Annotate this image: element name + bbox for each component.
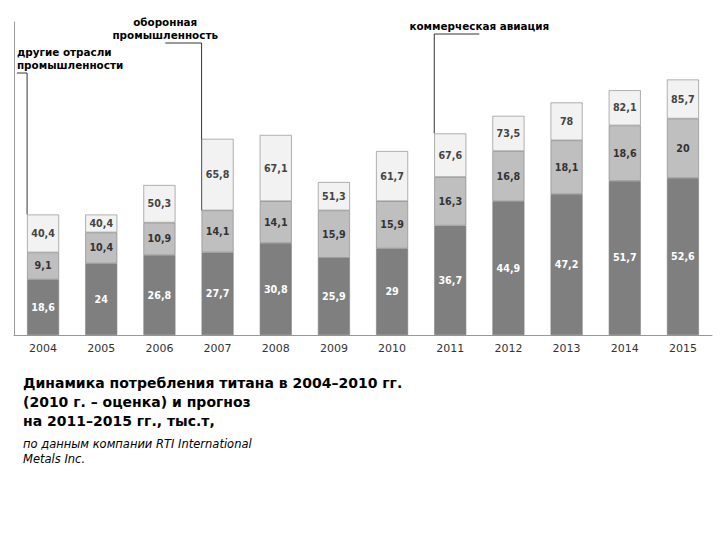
- svg-text:по данным компании RTI Interna: по данным компании RTI International: [23, 437, 252, 451]
- svg-text:2011: 2011: [436, 342, 464, 355]
- svg-text:2008: 2008: [262, 342, 290, 355]
- svg-text:9,1: 9,1: [35, 260, 52, 271]
- svg-text:2015: 2015: [669, 342, 697, 355]
- svg-text:36,7: 36,7: [438, 275, 462, 286]
- svg-text:16,3: 16,3: [438, 196, 462, 207]
- svg-text:67,1: 67,1: [264, 163, 288, 174]
- svg-text:Metals Inc.: Metals Inc.: [23, 452, 85, 466]
- svg-text:10,9: 10,9: [148, 233, 172, 244]
- svg-text:27,7: 27,7: [206, 288, 230, 299]
- svg-text:оборонная: оборонная: [133, 16, 197, 28]
- svg-text:промышленности: промышленности: [17, 59, 123, 71]
- svg-text:82,1: 82,1: [613, 102, 637, 113]
- svg-text:(2010 г. – оценка) и прогноз: (2010 г. – оценка) и прогноз: [23, 394, 251, 410]
- svg-text:18,1: 18,1: [555, 162, 579, 173]
- svg-text:16,8: 16,8: [497, 171, 521, 182]
- svg-text:10,4: 10,4: [89, 242, 113, 253]
- svg-text:2009: 2009: [320, 342, 348, 355]
- svg-text:40,4: 40,4: [31, 228, 55, 239]
- svg-text:52,6: 52,6: [671, 251, 695, 262]
- svg-text:20: 20: [676, 143, 690, 154]
- svg-text:промышленность: промышленность: [112, 29, 218, 41]
- svg-text:50,3: 50,3: [148, 198, 172, 209]
- svg-text:67,6: 67,6: [438, 150, 462, 161]
- svg-text:65,8: 65,8: [206, 169, 230, 180]
- svg-text:51,7: 51,7: [613, 252, 637, 263]
- svg-text:18,6: 18,6: [613, 148, 637, 159]
- svg-text:51,3: 51,3: [322, 191, 346, 202]
- svg-text:40,4: 40,4: [89, 218, 113, 229]
- svg-text:2005: 2005: [87, 342, 115, 355]
- svg-text:29: 29: [385, 286, 399, 297]
- svg-text:14,1: 14,1: [206, 226, 230, 237]
- svg-text:другие отрасли: другие отрасли: [17, 46, 112, 58]
- svg-text:47,2: 47,2: [555, 259, 579, 270]
- svg-text:на 2011–2015 гг., тыс.т,: на 2011–2015 гг., тыс.т,: [23, 413, 215, 429]
- svg-text:24: 24: [95, 294, 109, 305]
- svg-text:85,7: 85,7: [671, 94, 695, 105]
- svg-text:73,5: 73,5: [497, 128, 521, 139]
- svg-text:26,8: 26,8: [148, 290, 172, 301]
- svg-text:14,1: 14,1: [264, 217, 288, 228]
- svg-text:44,9: 44,9: [497, 263, 521, 274]
- svg-text:коммерческая авиация: коммерческая авиация: [409, 20, 549, 32]
- svg-text:30,8: 30,8: [264, 284, 288, 295]
- svg-text:15,9: 15,9: [380, 219, 404, 230]
- svg-text:2004: 2004: [29, 342, 57, 355]
- svg-text:25,9: 25,9: [322, 291, 346, 302]
- svg-text:2013: 2013: [553, 342, 581, 355]
- svg-text:15,9: 15,9: [322, 229, 346, 240]
- svg-text:2006: 2006: [145, 342, 173, 355]
- svg-text:78: 78: [560, 116, 574, 127]
- svg-text:18,6: 18,6: [31, 302, 55, 313]
- svg-text:2010: 2010: [378, 342, 406, 355]
- svg-text:2007: 2007: [204, 342, 232, 355]
- svg-text:61,7: 61,7: [380, 171, 404, 182]
- svg-text:2012: 2012: [494, 342, 522, 355]
- svg-text:Динамика потребления титана в: Динамика потребления титана в 2004–2010 …: [23, 375, 402, 391]
- svg-text:2014: 2014: [611, 342, 639, 355]
